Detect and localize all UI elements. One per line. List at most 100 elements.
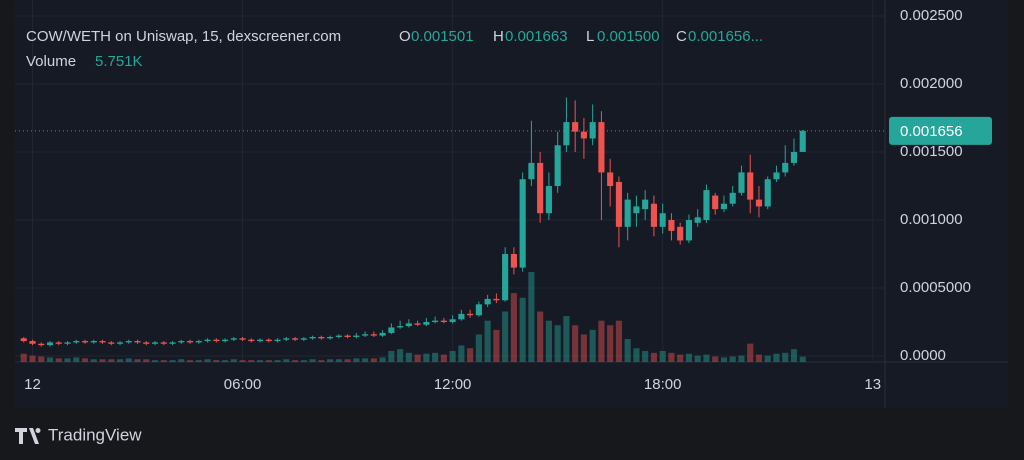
candle-body [108, 342, 115, 344]
legend: COW/WETH on Uniswap, 15, dexscreener.com… [26, 28, 763, 70]
volume-bar [29, 355, 36, 362]
candle-body [738, 172, 745, 193]
candle-body [160, 342, 167, 344]
volume-value: 5.751K [95, 53, 143, 70]
volume-bar [64, 358, 71, 362]
candle-body [677, 226, 684, 241]
candle-body [204, 339, 211, 342]
candle-body [685, 220, 693, 241]
volume-bar [642, 350, 649, 362]
volume-bar [414, 354, 421, 362]
candle-body [432, 320, 439, 323]
volume-bar [108, 359, 115, 362]
volume-label: Volume [26, 53, 76, 70]
volume-bar [432, 352, 439, 362]
volume-bar [607, 325, 614, 362]
volume-bar [633, 348, 640, 362]
candle-body [782, 162, 789, 173]
volume-bar [327, 359, 334, 362]
volume-bar [257, 360, 264, 362]
candle-body [397, 326, 404, 328]
candle-body [563, 122, 570, 146]
volume-bar [38, 356, 45, 362]
candle-body [55, 342, 62, 344]
candle-body [650, 203, 657, 227]
open-label: O [399, 28, 411, 45]
candle-body [449, 319, 456, 323]
volume-bar [440, 354, 447, 362]
candle-body [493, 298, 500, 301]
candle-body [379, 332, 386, 336]
candle-body [528, 162, 535, 180]
volume-bar [712, 356, 719, 362]
candle-body [257, 339, 264, 342]
volume-bar [99, 359, 106, 362]
grid [15, 0, 885, 362]
candle-body [545, 186, 552, 214]
low-value: 0.001500 [597, 28, 660, 45]
volume-bar [747, 343, 754, 362]
volume-bar [589, 329, 596, 362]
volume-bar [344, 359, 351, 362]
candle-body [186, 341, 194, 343]
candle-body [440, 320, 447, 323]
open-value: 0.001501 [411, 28, 474, 45]
candle-body [554, 145, 561, 187]
volume-bar [615, 320, 622, 362]
candle-body [519, 179, 526, 268]
low-label: L [586, 28, 594, 45]
volume-bar [335, 359, 342, 362]
x-tick-label: 13 [864, 376, 881, 393]
candle-body [134, 341, 141, 343]
candle-body [370, 334, 377, 336]
volume-bar [265, 360, 272, 362]
volume-bar [703, 354, 710, 362]
volume-bar [143, 359, 150, 362]
y-tick-label: 0.0005000 [900, 279, 971, 296]
candle-body [598, 122, 605, 173]
volume-bar [125, 358, 132, 362]
volume-bar [519, 297, 526, 362]
volume-bar [195, 360, 202, 362]
x-tick-label: 12 [24, 376, 41, 393]
volume-bar [475, 334, 482, 362]
candle-body [151, 342, 159, 344]
volume-bar [55, 358, 62, 362]
candle-body [773, 172, 780, 180]
candle-body [73, 341, 80, 343]
volume-bar [370, 358, 377, 362]
volume-bar [598, 320, 605, 362]
brand-name: TradingView [48, 425, 142, 444]
candle-body [720, 203, 728, 210]
volume-bar [624, 339, 631, 362]
candle-body [712, 195, 719, 210]
volume-bar [230, 359, 237, 362]
candle-body [353, 335, 360, 337]
y-tick-label: 0.0000 [900, 347, 946, 364]
candle-body [265, 339, 272, 342]
last-price-badge [889, 116, 992, 145]
volume-bar [353, 358, 360, 362]
volume-bar [650, 352, 657, 362]
x-tick-label: 06:00 [224, 376, 262, 393]
candle-body [589, 122, 596, 139]
last-price-label: 0.001656 [900, 123, 963, 140]
candle-body [221, 339, 229, 342]
candle-body [169, 342, 176, 344]
x-tick-label: 12:00 [434, 376, 472, 393]
candle-body [510, 254, 517, 268]
volume-bar [379, 357, 386, 362]
volume-bar [46, 357, 54, 362]
candle-body [239, 338, 246, 340]
volume-bar [790, 349, 798, 362]
volume-bar [764, 355, 771, 362]
volume-bar [362, 358, 369, 362]
volume-bar [554, 325, 561, 362]
volume-bar [580, 334, 587, 362]
candle-body [38, 343, 45, 346]
candle-body [755, 199, 763, 207]
candle-body [659, 213, 666, 227]
volume-bar [720, 357, 728, 362]
candle-body [537, 162, 544, 214]
candle-body [178, 341, 185, 343]
